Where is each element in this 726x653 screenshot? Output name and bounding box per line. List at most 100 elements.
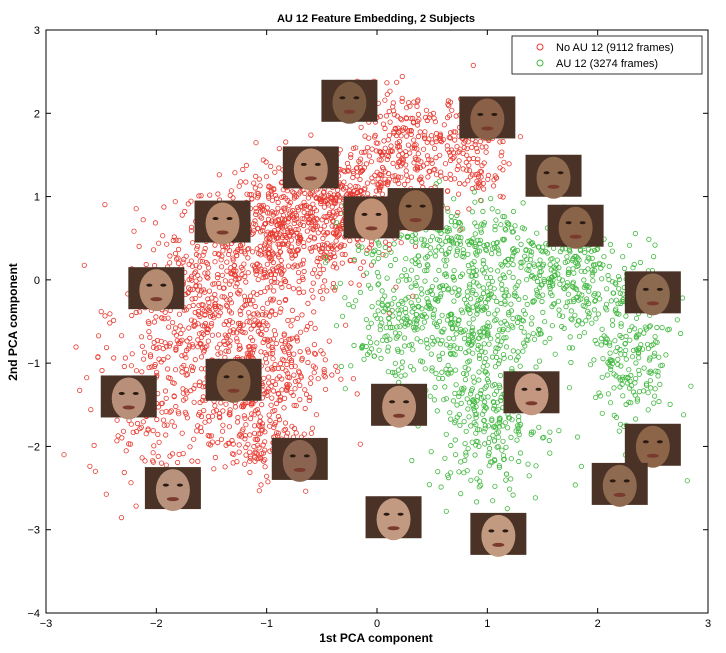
data-point xyxy=(261,242,268,248)
data-point xyxy=(251,180,257,186)
data-point xyxy=(490,424,497,430)
data-point xyxy=(286,336,292,342)
data-point xyxy=(385,348,391,354)
data-point xyxy=(473,250,479,256)
data-point xyxy=(344,160,351,166)
data-point xyxy=(209,332,215,338)
data-point xyxy=(634,332,640,338)
data-point xyxy=(165,315,171,321)
data-point xyxy=(379,164,386,171)
data-point xyxy=(271,275,278,282)
data-point xyxy=(377,171,383,177)
data-point xyxy=(322,254,329,261)
face-left-eye xyxy=(146,283,153,287)
data-point xyxy=(371,134,378,140)
face-skin xyxy=(332,81,367,124)
data-point xyxy=(401,335,408,341)
data-point xyxy=(481,270,487,276)
data-point xyxy=(455,150,461,156)
data-point xyxy=(308,132,314,138)
data-point xyxy=(289,229,295,235)
data-point xyxy=(312,351,319,357)
data-point xyxy=(454,248,460,254)
data-point xyxy=(415,253,421,259)
data-point xyxy=(138,424,144,430)
data-point xyxy=(462,440,468,447)
data-point xyxy=(361,149,367,155)
data-point xyxy=(257,414,263,420)
data-point xyxy=(329,372,335,378)
data-point xyxy=(413,293,419,300)
data-point xyxy=(234,336,240,342)
data-point xyxy=(597,296,603,302)
data-point xyxy=(463,300,469,306)
data-point xyxy=(155,431,161,437)
data-point xyxy=(417,164,423,171)
data-point xyxy=(599,276,605,282)
data-point xyxy=(485,172,491,178)
data-point xyxy=(189,263,195,269)
data-point xyxy=(232,404,238,410)
data-point xyxy=(282,339,289,345)
data-point xyxy=(265,479,271,485)
data-point xyxy=(223,348,229,354)
data-point xyxy=(365,324,371,330)
data-point xyxy=(282,420,289,426)
data-point xyxy=(350,376,356,382)
data-point xyxy=(152,361,158,368)
data-point xyxy=(323,214,329,220)
data-point xyxy=(324,230,330,236)
data-point xyxy=(655,373,661,379)
data-point xyxy=(433,248,439,254)
data-point xyxy=(141,356,147,362)
data-point xyxy=(537,285,543,291)
data-point xyxy=(255,322,262,328)
data-point xyxy=(447,410,453,416)
data-point xyxy=(496,463,502,469)
data-point xyxy=(498,320,504,326)
data-point xyxy=(227,412,233,418)
data-point xyxy=(433,370,439,376)
data-point xyxy=(516,417,522,424)
data-point xyxy=(450,274,456,280)
data-point xyxy=(262,464,268,470)
data-point xyxy=(103,344,110,351)
data-point xyxy=(235,290,241,296)
data-point xyxy=(457,273,464,280)
data-point xyxy=(641,330,647,336)
data-point xyxy=(469,290,475,296)
data-point xyxy=(616,276,623,283)
data-point xyxy=(479,163,485,169)
data-point xyxy=(310,227,317,233)
data-point xyxy=(236,346,242,352)
data-point xyxy=(419,313,426,319)
data-point xyxy=(427,112,433,118)
data-point xyxy=(537,257,543,263)
data-point xyxy=(656,354,662,360)
data-point xyxy=(260,224,266,230)
data-point xyxy=(196,264,202,270)
data-point xyxy=(437,137,443,144)
data-point xyxy=(268,163,274,169)
data-point xyxy=(470,331,476,337)
data-point xyxy=(202,320,209,327)
data-point xyxy=(384,302,390,308)
data-point xyxy=(495,247,501,253)
face-right-eye xyxy=(397,512,404,516)
data-point xyxy=(494,430,500,436)
data-point xyxy=(539,298,545,305)
data-point xyxy=(551,272,558,279)
data-point xyxy=(500,138,506,145)
data-point xyxy=(256,488,262,494)
data-point xyxy=(198,193,204,199)
data-point xyxy=(395,367,402,373)
data-point xyxy=(436,267,442,273)
data-point xyxy=(409,341,415,347)
data-point xyxy=(215,332,222,338)
data-point xyxy=(579,321,585,327)
data-point xyxy=(310,363,316,369)
data-point xyxy=(309,425,315,431)
data-point xyxy=(281,357,287,363)
data-point xyxy=(385,153,392,160)
data-point xyxy=(497,397,504,404)
